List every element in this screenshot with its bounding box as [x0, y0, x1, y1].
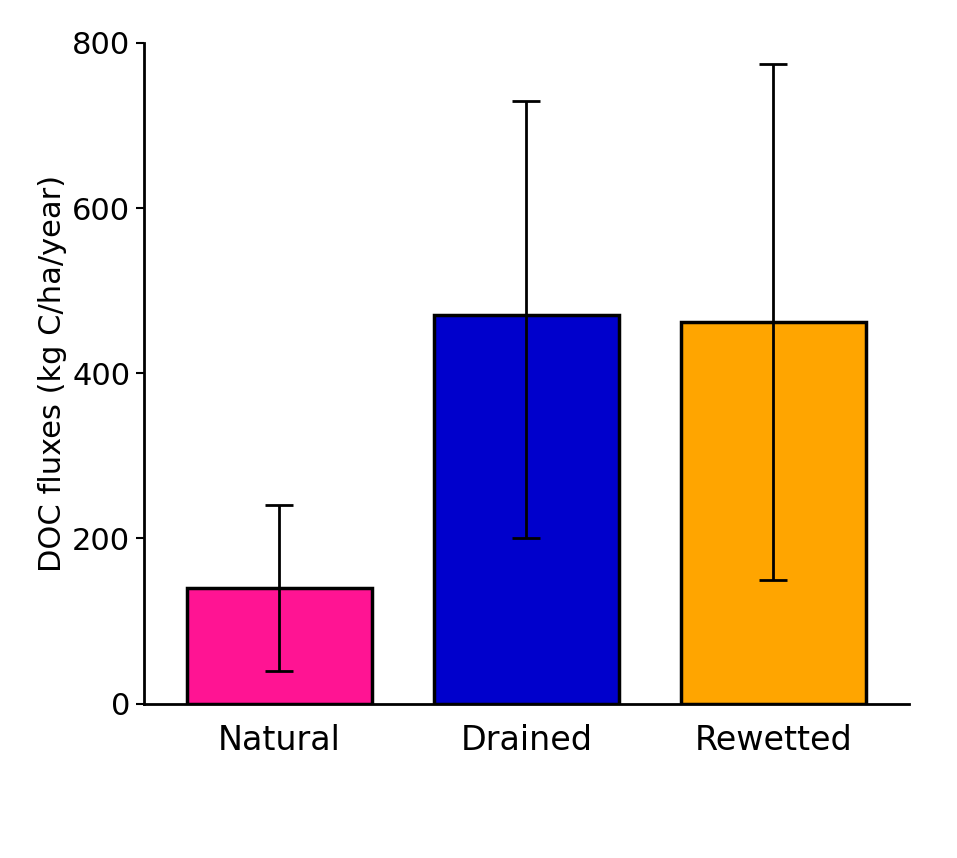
- Bar: [187, 588, 372, 704]
- Bar: [680, 322, 866, 704]
- Bar: [434, 316, 619, 704]
- Y-axis label: DOC fluxes (kg C/ha/year): DOC fluxes (kg C/ha/year): [37, 175, 67, 571]
